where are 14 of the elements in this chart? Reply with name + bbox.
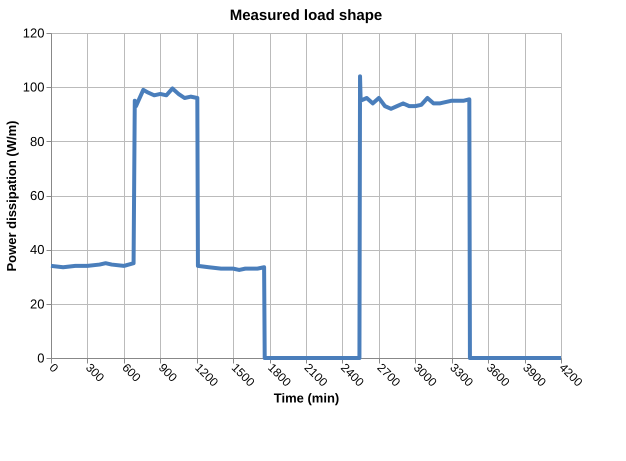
y-tick-label: 20: [30, 296, 44, 312]
x-tick-label: 300: [82, 360, 108, 385]
y-tick-label: 80: [30, 134, 44, 149]
y-tick-label: 120: [22, 26, 44, 40]
y-tick-label: 40: [30, 242, 44, 258]
y-tick-label: 60: [30, 188, 44, 203]
x-tick-label: 600: [119, 360, 144, 385]
x-axis-title: Time (min): [274, 390, 340, 406]
chart-title: Measured load shape: [230, 7, 382, 24]
x-tick-label: 900: [156, 360, 180, 385]
y-axis-title: Power dissipation (W/m): [4, 120, 19, 272]
y-tick-label: 0: [37, 350, 44, 366]
y-tick-label: 100: [22, 80, 44, 95]
x-tick-label: 0: [46, 360, 62, 376]
